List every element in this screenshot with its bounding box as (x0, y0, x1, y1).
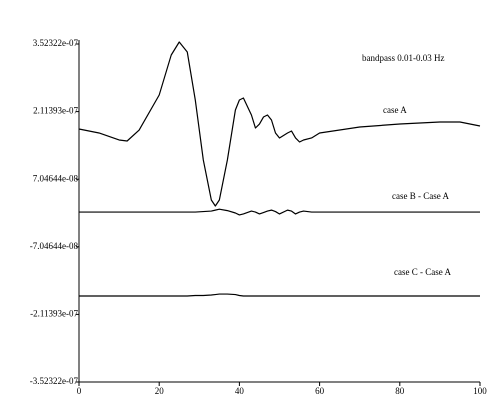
series-label: case A (383, 105, 407, 115)
y-tick-label: 7.04644e-08 (33, 173, 79, 183)
x-tick-label: 40 (235, 386, 245, 396)
y-tick-label: -2.11393e-07 (30, 308, 78, 318)
series-label: case B - Case A (392, 191, 449, 201)
x-tick-label: 0 (77, 386, 82, 396)
chart-title: bandpass 0.01-0.03 Hz (362, 53, 445, 63)
series-line (78, 41, 481, 207)
series-line (79, 293, 480, 297)
y-tick-label: 2.11393e-07 (33, 106, 78, 116)
series-label: case C - Case A (394, 267, 451, 277)
y-tick-label: -3.52322e-07 (30, 376, 79, 386)
x-tick-label: 60 (315, 386, 325, 396)
x-tick-label: 100 (473, 386, 487, 396)
y-tick-label: -7.04644e-08 (30, 241, 79, 251)
x-tick-label: 20 (155, 386, 165, 396)
y-tick-label: 3.52322e-07 (33, 38, 79, 48)
x-tick-label: 80 (395, 386, 405, 396)
series-line (79, 208, 480, 216)
